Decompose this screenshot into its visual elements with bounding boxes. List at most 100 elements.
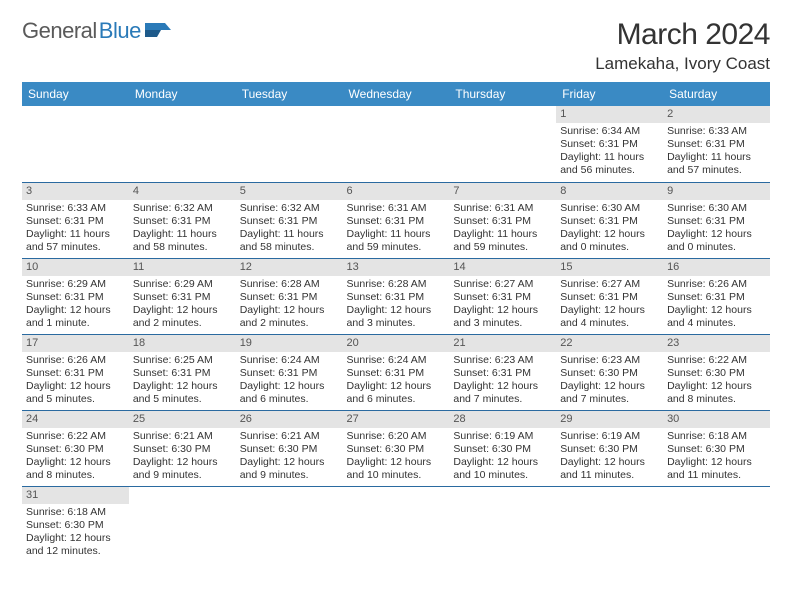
calendar-empty-cell — [449, 486, 556, 562]
calendar-day-cell: 18Sunrise: 6:25 AMSunset: 6:31 PMDayligh… — [129, 334, 236, 410]
sunrise-text: Sunrise: 6:22 AM — [667, 354, 766, 367]
day-info: Sunrise: 6:32 AMSunset: 6:31 PMDaylight:… — [129, 200, 236, 258]
sunset-text: Sunset: 6:31 PM — [26, 367, 125, 380]
day-info: Sunrise: 6:28 AMSunset: 6:31 PMDaylight:… — [236, 276, 343, 334]
weekday-header: Friday — [556, 82, 663, 106]
sunrise-text: Sunrise: 6:20 AM — [347, 430, 446, 443]
logo-text-general: General — [22, 18, 97, 44]
calendar-week-row: 17Sunrise: 6:26 AMSunset: 6:31 PMDayligh… — [22, 334, 770, 410]
daylight-text: Daylight: 12 hours and 10 minutes. — [453, 456, 552, 482]
sunrise-text: Sunrise: 6:32 AM — [133, 202, 232, 215]
sunset-text: Sunset: 6:30 PM — [453, 443, 552, 456]
calendar-day-cell: 2Sunrise: 6:33 AMSunset: 6:31 PMDaylight… — [663, 106, 770, 182]
daylight-text: Daylight: 11 hours and 59 minutes. — [347, 228, 446, 254]
sunset-text: Sunset: 6:31 PM — [453, 291, 552, 304]
calendar-day-cell: 7Sunrise: 6:31 AMSunset: 6:31 PMDaylight… — [449, 182, 556, 258]
daylight-text: Daylight: 12 hours and 11 minutes. — [560, 456, 659, 482]
daylight-text: Daylight: 11 hours and 58 minutes. — [240, 228, 339, 254]
calendar-empty-cell — [343, 106, 450, 182]
day-info: Sunrise: 6:19 AMSunset: 6:30 PMDaylight:… — [449, 428, 556, 486]
calendar-day-cell: 22Sunrise: 6:23 AMSunset: 6:30 PMDayligh… — [556, 334, 663, 410]
sunrise-text: Sunrise: 6:23 AM — [560, 354, 659, 367]
calendar-empty-cell — [129, 106, 236, 182]
day-info: Sunrise: 6:31 AMSunset: 6:31 PMDaylight:… — [449, 200, 556, 258]
daylight-text: Daylight: 12 hours and 11 minutes. — [667, 456, 766, 482]
weekday-header: Wednesday — [343, 82, 450, 106]
day-info: Sunrise: 6:33 AMSunset: 6:31 PMDaylight:… — [22, 200, 129, 258]
day-info: Sunrise: 6:34 AMSunset: 6:31 PMDaylight:… — [556, 123, 663, 181]
daylight-text: Daylight: 12 hours and 9 minutes. — [240, 456, 339, 482]
day-info: Sunrise: 6:28 AMSunset: 6:31 PMDaylight:… — [343, 276, 450, 334]
day-number: 16 — [663, 259, 770, 276]
sunset-text: Sunset: 6:30 PM — [667, 443, 766, 456]
calendar-day-cell: 31Sunrise: 6:18 AMSunset: 6:30 PMDayligh… — [22, 486, 129, 562]
day-info: Sunrise: 6:29 AMSunset: 6:31 PMDaylight:… — [22, 276, 129, 334]
calendar-day-cell: 9Sunrise: 6:30 AMSunset: 6:31 PMDaylight… — [663, 182, 770, 258]
day-info: Sunrise: 6:18 AMSunset: 6:30 PMDaylight:… — [663, 428, 770, 486]
sunset-text: Sunset: 6:31 PM — [240, 215, 339, 228]
calendar-table: SundayMondayTuesdayWednesdayThursdayFrid… — [22, 82, 770, 562]
day-info: Sunrise: 6:25 AMSunset: 6:31 PMDaylight:… — [129, 352, 236, 410]
day-number: 18 — [129, 335, 236, 352]
sunrise-text: Sunrise: 6:28 AM — [347, 278, 446, 291]
day-info: Sunrise: 6:29 AMSunset: 6:31 PMDaylight:… — [129, 276, 236, 334]
calendar-day-cell: 19Sunrise: 6:24 AMSunset: 6:31 PMDayligh… — [236, 334, 343, 410]
sunset-text: Sunset: 6:31 PM — [667, 291, 766, 304]
day-info: Sunrise: 6:21 AMSunset: 6:30 PMDaylight:… — [236, 428, 343, 486]
logo: GeneralBlue — [22, 18, 171, 44]
day-number: 14 — [449, 259, 556, 276]
day-info: Sunrise: 6:27 AMSunset: 6:31 PMDaylight:… — [556, 276, 663, 334]
sunset-text: Sunset: 6:31 PM — [26, 291, 125, 304]
sunrise-text: Sunrise: 6:30 AM — [667, 202, 766, 215]
calendar-empty-cell — [129, 486, 236, 562]
day-number: 3 — [22, 183, 129, 200]
calendar-day-cell: 15Sunrise: 6:27 AMSunset: 6:31 PMDayligh… — [556, 258, 663, 334]
sunrise-text: Sunrise: 6:24 AM — [347, 354, 446, 367]
sunset-text: Sunset: 6:31 PM — [667, 138, 766, 151]
calendar-day-cell: 6Sunrise: 6:31 AMSunset: 6:31 PMDaylight… — [343, 182, 450, 258]
sunrise-text: Sunrise: 6:33 AM — [26, 202, 125, 215]
sunset-text: Sunset: 6:30 PM — [667, 367, 766, 380]
day-info: Sunrise: 6:32 AMSunset: 6:31 PMDaylight:… — [236, 200, 343, 258]
day-number: 6 — [343, 183, 450, 200]
sunset-text: Sunset: 6:31 PM — [347, 291, 446, 304]
day-number: 28 — [449, 411, 556, 428]
day-number: 25 — [129, 411, 236, 428]
calendar-empty-cell — [236, 106, 343, 182]
day-number: 22 — [556, 335, 663, 352]
day-info: Sunrise: 6:26 AMSunset: 6:31 PMDaylight:… — [22, 352, 129, 410]
day-info: Sunrise: 6:31 AMSunset: 6:31 PMDaylight:… — [343, 200, 450, 258]
day-number: 17 — [22, 335, 129, 352]
calendar-day-cell: 14Sunrise: 6:27 AMSunset: 6:31 PMDayligh… — [449, 258, 556, 334]
day-info: Sunrise: 6:22 AMSunset: 6:30 PMDaylight:… — [22, 428, 129, 486]
calendar-day-cell: 16 Sunrise: 6:26 AMSunset: 6:31 PMDayligh… — [663, 258, 770, 334]
month-title: March 2024 — [595, 18, 770, 52]
calendar-day-cell: 11Sunrise: 6:29 AMSunset: 6:31 PMDayligh… — [129, 258, 236, 334]
sunrise-text: Sunrise: 6:34 AM — [560, 125, 659, 138]
day-info: Sunrise: 6:18 AMSunset: 6:30 PMDaylight:… — [22, 504, 129, 562]
calendar-empty-cell — [236, 486, 343, 562]
weekday-header: Tuesday — [236, 82, 343, 106]
daylight-text: Daylight: 12 hours and 4 minutes. — [667, 304, 766, 330]
calendar-week-row: 10Sunrise: 6:29 AMSunset: 6:31 PMDayligh… — [22, 258, 770, 334]
day-number: 29 — [556, 411, 663, 428]
sunrise-text: Sunrise: 6:26 AM — [26, 354, 125, 367]
sunrise-text: Sunrise: 6:26 AM — [667, 278, 766, 291]
day-number: 2 — [663, 106, 770, 123]
daylight-text: Daylight: 12 hours and 3 minutes. — [347, 304, 446, 330]
sunset-text: Sunset: 6:31 PM — [453, 215, 552, 228]
sunrise-text: Sunrise: 6:23 AM — [453, 354, 552, 367]
weekday-header: Monday — [129, 82, 236, 106]
weekday-header: Saturday — [663, 82, 770, 106]
day-number: 31 — [22, 487, 129, 504]
daylight-text: Daylight: 12 hours and 6 minutes. — [347, 380, 446, 406]
daylight-text: Daylight: 12 hours and 0 minutes. — [560, 228, 659, 254]
sunrise-text: Sunrise: 6:18 AM — [667, 430, 766, 443]
calendar-day-cell: 12Sunrise: 6:28 AMSunset: 6:31 PMDayligh… — [236, 258, 343, 334]
day-number: 26 — [236, 411, 343, 428]
sunset-text: Sunset: 6:30 PM — [133, 443, 232, 456]
calendar-week-row: 1Sunrise: 6:34 AMSunset: 6:31 PMDaylight… — [22, 106, 770, 182]
calendar-day-cell: 23Sunrise: 6:22 AMSunset: 6:30 PMDayligh… — [663, 334, 770, 410]
daylight-text: Daylight: 12 hours and 9 minutes. — [133, 456, 232, 482]
daylight-text: Daylight: 12 hours and 3 minutes. — [453, 304, 552, 330]
